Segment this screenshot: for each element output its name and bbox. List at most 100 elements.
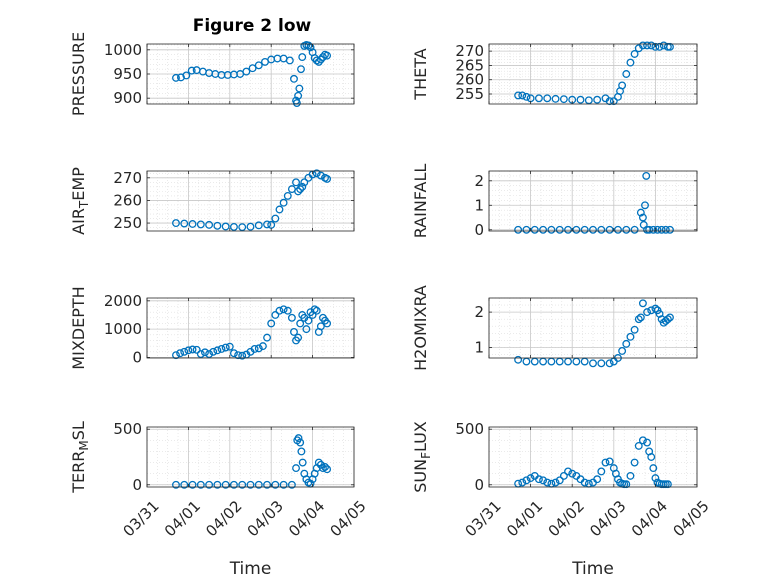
y-axis-label: TERRMSL: [69, 421, 91, 494]
subplot-rainfall: 0 1 2 RAINFALL: [411, 164, 698, 239]
data-point: [559, 95, 568, 104]
data-point: [263, 333, 272, 342]
data-point: [647, 41, 656, 50]
data-point: [294, 91, 303, 100]
data-point: [221, 480, 230, 489]
x-tick-label: 04/03: [586, 497, 629, 540]
data-point: [638, 213, 647, 222]
data-point: [534, 475, 543, 484]
data-point: [290, 74, 298, 83]
data-point: [297, 65, 305, 74]
data-point: [298, 458, 307, 467]
data-point: [316, 55, 325, 64]
data-point: [172, 351, 180, 360]
data-point: [653, 225, 662, 234]
data-point: [514, 91, 523, 100]
data-point: [296, 438, 305, 447]
data-point: [304, 41, 313, 50]
data-point: [279, 305, 288, 314]
data-point: [290, 328, 298, 336]
data-point: [597, 225, 606, 234]
data-point: [638, 41, 647, 50]
data-point: [526, 474, 535, 483]
data-point: [312, 56, 321, 65]
data-point: [176, 349, 185, 358]
data-point: [630, 50, 639, 58]
data-point: [551, 94, 560, 103]
data-point: [630, 225, 639, 234]
data-point: [250, 344, 259, 353]
data-point: [296, 185, 305, 194]
data-point: [547, 357, 556, 366]
data-point: [539, 357, 548, 366]
data-point: [314, 57, 323, 66]
data-point: [254, 221, 263, 230]
x-tick-label: 04/05: [669, 497, 712, 540]
data-point: [209, 347, 218, 356]
y-tick-label: 1: [474, 338, 484, 356]
data-point: [661, 225, 670, 234]
data-point: [172, 480, 180, 489]
data-point: [622, 70, 631, 78]
data-point: [225, 342, 234, 351]
data-point: [618, 346, 627, 355]
data-point: [294, 434, 303, 443]
data-point: [655, 42, 664, 51]
data-point: [297, 447, 306, 456]
data-point: [254, 344, 263, 353]
data-point: [300, 178, 309, 187]
data-point: [530, 357, 539, 366]
data-point: [285, 56, 294, 65]
data-point: [182, 71, 191, 80]
data-point: [180, 347, 189, 356]
data-point: [622, 480, 631, 489]
data-point: [323, 465, 332, 474]
x-tick-label: 04/04: [628, 497, 671, 540]
data-point: [271, 480, 280, 489]
data-point: [242, 67, 251, 76]
data-point: [547, 225, 556, 234]
data-point: [630, 458, 639, 467]
data-point: [196, 220, 205, 229]
data-point: [643, 41, 652, 50]
data-point: [172, 219, 180, 228]
data-point: [622, 225, 631, 234]
data-point: [651, 474, 660, 483]
y-tick-label: 2: [474, 172, 484, 190]
data-point: [642, 171, 651, 180]
data-point: [184, 346, 193, 355]
data-point: [263, 480, 272, 489]
data-point: [279, 198, 288, 207]
data-point: [283, 191, 292, 200]
data-point: [180, 219, 189, 228]
data-point: [279, 480, 288, 489]
data-point: [605, 359, 614, 368]
data-point: [221, 222, 230, 231]
data-point: [576, 95, 585, 104]
data-point: [294, 187, 303, 196]
data-point: [522, 476, 531, 485]
data-point: [605, 457, 614, 466]
data-point: [275, 205, 284, 214]
data-point: [605, 225, 614, 234]
data-point: [518, 91, 527, 100]
y-axis-label: H2OMIXRA: [411, 285, 430, 371]
y-tick-label: 270: [113, 169, 142, 187]
data-point: [649, 225, 658, 234]
data-point: [666, 225, 674, 234]
data-point: [304, 316, 313, 325]
subplot-air-temp: 250 260 270 AIRTEMP: [69, 167, 355, 235]
axes-box: [488, 426, 698, 488]
data-point: [663, 315, 672, 324]
x-axis-label: Time: [571, 559, 614, 579]
x-tick-label: 04/02: [545, 497, 588, 540]
data-point: [564, 357, 572, 366]
data-point: [543, 94, 552, 103]
y-tick-label: 270: [455, 42, 484, 60]
data-point: [254, 61, 263, 70]
data-point: [641, 201, 649, 210]
data-point: [298, 182, 307, 191]
data-point: [572, 225, 581, 234]
